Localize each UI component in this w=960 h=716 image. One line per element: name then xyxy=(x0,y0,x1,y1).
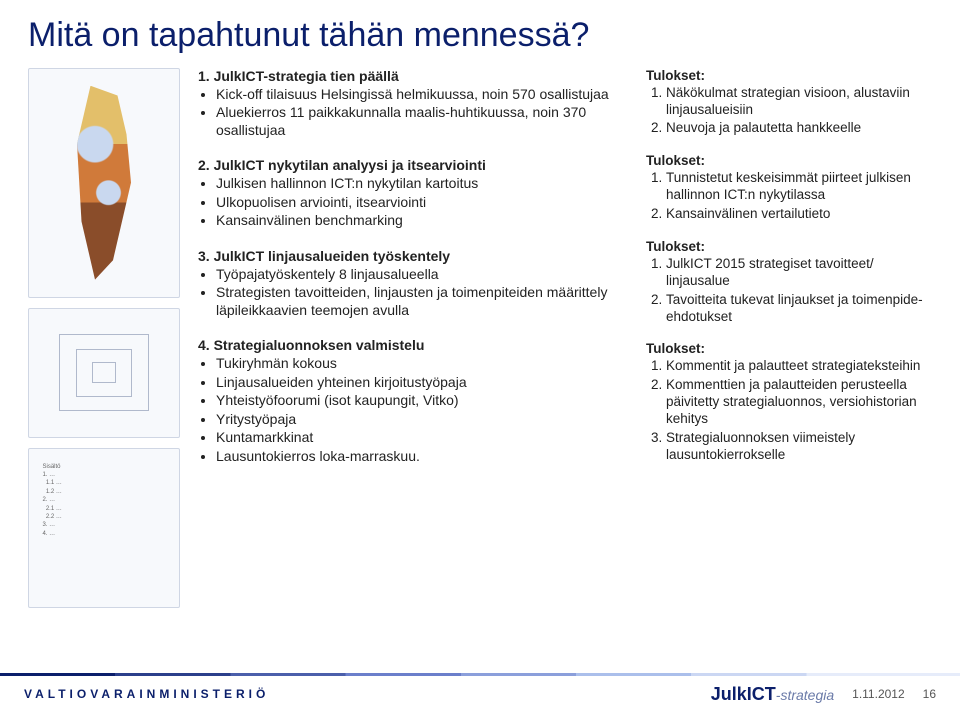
list-item: Aluekierros 11 paikkakunnalla maalis-huh… xyxy=(216,104,628,139)
mid-block-title: 1. JulkICT-strategia tien päällä xyxy=(198,68,628,84)
result-block-3: Tulokset: JulkICT 2015 strategiset tavoi… xyxy=(646,239,932,326)
result-list: JulkICT 2015 strategiset tavoitteet/ lin… xyxy=(646,256,932,326)
result-list: Näkökulmat strategian visioon, alustavii… xyxy=(646,85,932,138)
thumb-map xyxy=(28,68,180,298)
mid-block-title: 3. JulkICT linjausalueiden työskentely xyxy=(198,248,628,264)
result-block-4: Tulokset: Kommentit ja palautteet strate… xyxy=(646,341,932,463)
mid-block-2: 2. JulkICT nykytilan analyysi ja itsearv… xyxy=(198,157,628,230)
result-title: Tulokset: xyxy=(646,341,932,356)
page-title: Mitä on tapahtunut tähän mennessä? xyxy=(28,18,932,54)
list-item: Tukiryhmän kokous xyxy=(216,355,628,373)
mid-column: 1. JulkICT-strategia tien päällä Kick-of… xyxy=(198,68,628,608)
mid-block-list: Työpajatyöskentely 8 linjausalueella Str… xyxy=(198,266,628,320)
left-thumbnails: Sisältö1. … 1.1 … 1.2 …2. … 2.1 … 2.2 …3… xyxy=(28,68,180,608)
toc-graphic: Sisältö1. … 1.1 … 1.2 …2. … 2.1 … 2.2 …3… xyxy=(37,457,172,599)
thumb-radar xyxy=(28,308,180,438)
list-item: Tavoitteita tukevat linjaukset ja toimen… xyxy=(666,292,932,326)
mid-block-title: 2. JulkICT nykytilan analyysi ja itsearv… xyxy=(198,157,628,173)
mid-block-4: 4. Strategialuonnoksen valmistelu Tukiry… xyxy=(198,337,628,465)
result-title: Tulokset: xyxy=(646,68,932,83)
mid-block-list: Tukiryhmän kokous Linjausalueiden yhtein… xyxy=(198,355,628,465)
mid-block-list: Kick-off tilaisuus Helsingissä helmikuus… xyxy=(198,86,628,140)
list-item: Julkisen hallinnon ICT:n nykytilan karto… xyxy=(216,175,628,193)
list-item: Yritystyöpaja xyxy=(216,411,628,429)
list-item: Yhteistyöfoorumi (isot kaupungit, Vitko) xyxy=(216,392,628,410)
map-graphic xyxy=(59,86,149,280)
list-item: Tunnistetut keskeisimmät piirteet julkis… xyxy=(666,170,932,204)
list-item: Strategialuonnoksen viimeistely lausunto… xyxy=(666,430,932,464)
julkict-logo: JulkICT-strategia xyxy=(711,684,834,705)
mid-block-3: 3. JulkICT linjausalueiden työskentely T… xyxy=(198,248,628,320)
result-title: Tulokset: xyxy=(646,239,932,254)
result-block-2: Tulokset: Tunnistetut keskeisimmät piirt… xyxy=(646,153,932,223)
list-item: Kansainvälinen vertailutieto xyxy=(666,206,932,223)
list-item: Kommenttien ja palautteiden perusteella … xyxy=(666,377,932,428)
mid-block-1: 1. JulkICT-strategia tien päällä Kick-of… xyxy=(198,68,628,140)
footer: VALTIOVARAINMINISTERIÖ JulkICT-strategia… xyxy=(0,676,960,716)
list-item: Kick-off tilaisuus Helsingissä helmikuus… xyxy=(216,86,628,104)
list-item: Strategisten tavoitteiden, linjausten ja… xyxy=(216,284,628,319)
footer-page: 16 xyxy=(923,687,936,701)
ministry-name: VALTIOVARAINMINISTERIÖ xyxy=(24,687,269,701)
thumb-toc: Sisältö1. … 1.1 … 1.2 …2. … 2.1 … 2.2 …3… xyxy=(28,448,180,608)
list-item: Näkökulmat strategian visioon, alustavii… xyxy=(666,85,932,119)
list-item: Lausuntokierros loka-marraskuu. xyxy=(216,448,628,466)
list-item: Kuntamarkkinat xyxy=(216,429,628,447)
result-block-1: Tulokset: Näkökulmat strategian visioon,… xyxy=(646,68,932,138)
result-title: Tulokset: xyxy=(646,153,932,168)
right-column: Tulokset: Näkökulmat strategian visioon,… xyxy=(646,68,932,608)
radar-graphic xyxy=(59,334,149,411)
list-item: Kommentit ja palautteet strategiatekstei… xyxy=(666,358,932,375)
mid-block-title: 4. Strategialuonnoksen valmistelu xyxy=(198,337,628,353)
list-item: Neuvoja ja palautetta hankkeelle xyxy=(666,120,932,137)
mid-block-list: Julkisen hallinnon ICT:n nykytilan karto… xyxy=(198,175,628,230)
content-columns: Sisältö1. … 1.1 … 1.2 …2. … 2.1 … 2.2 …3… xyxy=(28,68,932,608)
list-item: Kansainvälinen benchmarking xyxy=(216,212,628,230)
list-item: JulkICT 2015 strategiset tavoitteet/ lin… xyxy=(666,256,932,290)
footer-date: 1.11.2012 xyxy=(852,687,905,701)
logo-main: JulkICT xyxy=(711,684,776,704)
list-item: Työpajatyöskentely 8 linjausalueella xyxy=(216,266,628,284)
footer-right: JulkICT-strategia 1.11.2012 16 xyxy=(711,684,936,705)
slide: Mitä on tapahtunut tähän mennessä? Sisäl… xyxy=(0,0,960,716)
result-list: Kommentit ja palautteet strategiatekstei… xyxy=(646,358,932,463)
list-item: Linjausalueiden yhteinen kirjoitustyöpaj… xyxy=(216,374,628,392)
result-list: Tunnistetut keskeisimmät piirteet julkis… xyxy=(646,170,932,223)
logo-suffix: -strategia xyxy=(776,687,834,703)
list-item: Ulkopuolisen arviointi, itsearviointi xyxy=(216,194,628,212)
